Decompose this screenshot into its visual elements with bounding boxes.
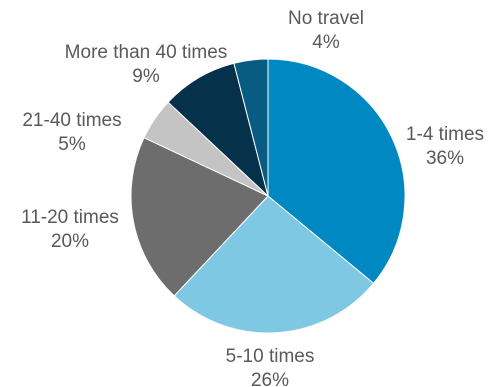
slice-label-5-10-times: 5-10 times bbox=[226, 346, 315, 367]
slice-value-11-20-times: 20% bbox=[51, 231, 89, 252]
slice-label-no-travel: No travel bbox=[288, 8, 364, 29]
pie-slice-1-4-times bbox=[267, 58, 406, 285]
slice-value-21-40-times: 5% bbox=[58, 134, 86, 155]
slice-label-11-20-times: 11-20 times bbox=[21, 207, 119, 228]
pie-slice-11-20-times bbox=[130, 137, 269, 297]
pie-slice-5-10-times bbox=[173, 195, 375, 334]
slice-value-5-10-times: 26% bbox=[251, 370, 289, 387]
pie-slices bbox=[130, 58, 406, 334]
slice-value-1-4-times: 36% bbox=[426, 148, 464, 169]
pie-labels: 1-4 times 36% 5-10 times 26% 11-20 times 20% 2… bbox=[21, 8, 484, 387]
pie-slice-no-travel bbox=[233, 58, 269, 197]
slice-label-21-40-times: 21-40 times bbox=[22, 110, 121, 131]
slice-label-1-4-times: 1-4 times bbox=[406, 124, 484, 145]
slice-value-no-travel: 4% bbox=[312, 32, 340, 53]
slice-label-more-than-40-times: More than 40 times bbox=[65, 42, 228, 63]
slice-value-more-than-40-times: 9% bbox=[132, 66, 160, 87]
